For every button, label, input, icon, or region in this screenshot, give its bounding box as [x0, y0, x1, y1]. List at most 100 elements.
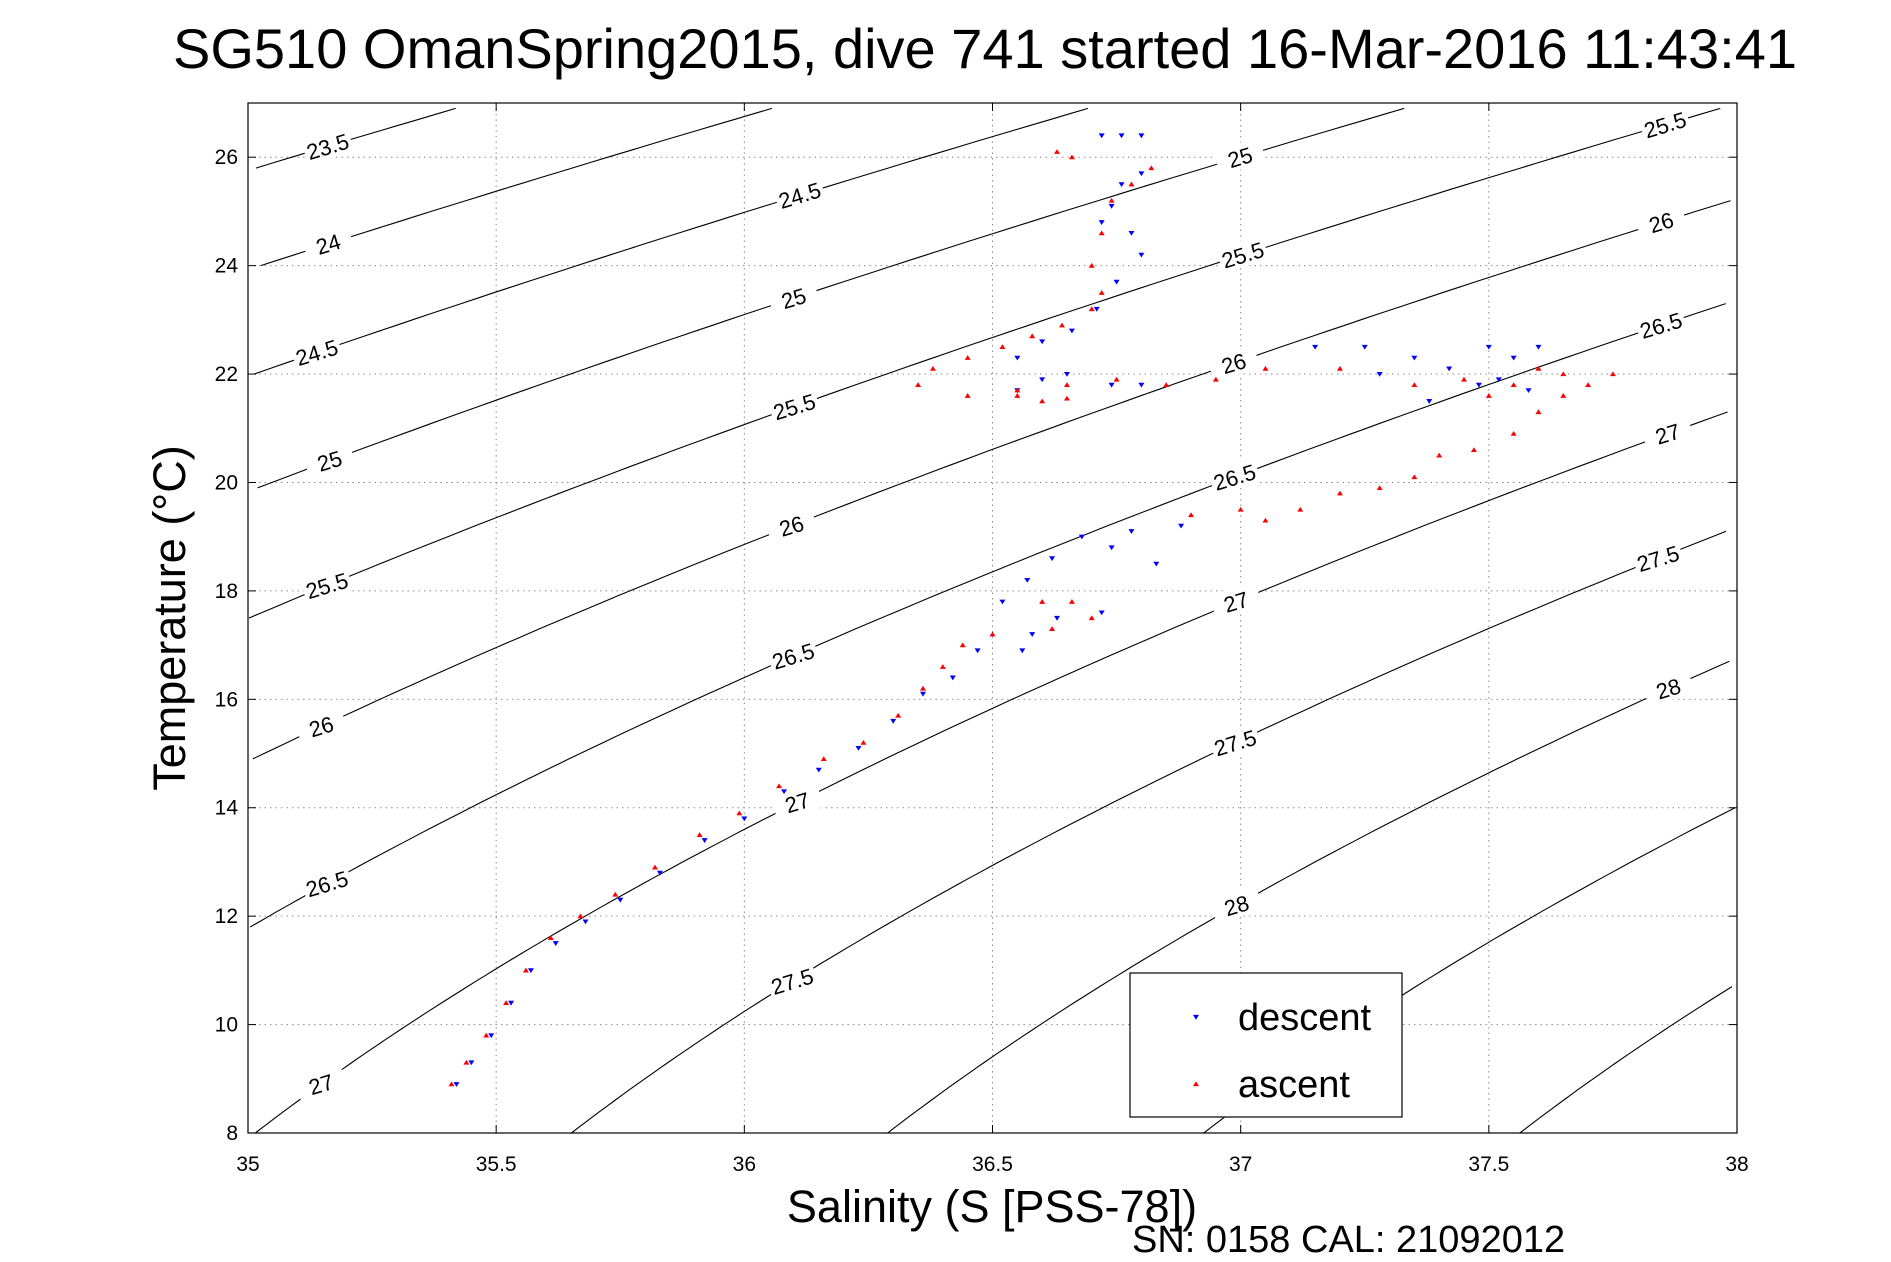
isopycnal-line — [253, 107, 1089, 375]
y-tick-label: 12 — [215, 905, 238, 928]
descent-point — [508, 1000, 515, 1006]
contour-label-backdrop — [1207, 456, 1261, 496]
isopycnal-line — [252, 200, 1731, 760]
descent-point — [1054, 615, 1061, 621]
descent-point — [1138, 171, 1145, 177]
ascent-point — [959, 642, 966, 648]
descent-point — [1118, 182, 1125, 188]
ascent-point — [1088, 262, 1095, 268]
ascent-point — [1212, 376, 1219, 382]
contour-label-backdrop — [300, 125, 355, 165]
ascent-point — [1014, 393, 1021, 398]
ascent-point — [1262, 365, 1269, 371]
ascent-point — [1535, 409, 1542, 415]
descent-point — [1510, 355, 1517, 361]
ascent-point — [1068, 154, 1075, 160]
x-tick-label: 35.5 — [476, 1153, 517, 1176]
descent-point — [1178, 523, 1185, 529]
descent-point — [920, 691, 927, 697]
contour-label-backdrop — [299, 565, 354, 604]
descent-point — [815, 767, 822, 773]
ascent-point — [696, 832, 703, 837]
descent-point — [1475, 382, 1482, 388]
descent-point — [1078, 534, 1085, 540]
ascent-point — [1063, 395, 1070, 401]
ascent-point — [577, 913, 584, 919]
descent-point — [656, 870, 663, 876]
grid-lines — [248, 103, 1737, 1133]
contour-label-backdrop — [1641, 668, 1695, 707]
ascent-point — [915, 382, 922, 387]
ascent-point — [1039, 599, 1046, 604]
ascent-point — [1510, 430, 1517, 436]
contour-label-backdrop — [766, 277, 821, 317]
descent-point — [1098, 220, 1105, 225]
ascent-point — [1188, 512, 1195, 518]
ascent-point — [820, 756, 827, 762]
ascent-point — [1336, 365, 1343, 371]
contour-label-backdrop — [1638, 104, 1692, 144]
descent-point — [582, 919, 589, 925]
descent-point — [1138, 252, 1145, 258]
ascent-point — [1098, 290, 1105, 295]
y-tick-label: 24 — [215, 255, 239, 278]
descent-point — [1138, 382, 1145, 388]
descent-point — [1376, 371, 1383, 377]
ascent-point — [1485, 393, 1492, 398]
legend-label-descent: descent — [1238, 997, 1372, 1039]
y-tick-label: 10 — [215, 1014, 238, 1037]
contour-label-backdrop — [1634, 201, 1688, 241]
y-tick-label: 8 — [226, 1122, 238, 1145]
descent-point — [1093, 306, 1100, 312]
ascent-point — [989, 631, 996, 637]
descent-point — [488, 1033, 495, 1039]
contour-label-backdrop — [767, 386, 821, 426]
legend-label-ascent: ascent — [1238, 1064, 1350, 1106]
ascent-point — [1411, 382, 1418, 387]
ascent-point — [939, 664, 946, 669]
x-axis-ticks: 35 35.5 36 36.5 37 37.5 38 — [236, 103, 1749, 1176]
descent-point — [1039, 339, 1046, 345]
descent-point — [741, 816, 748, 822]
contour-label-backdrop — [1213, 136, 1267, 176]
isopycnal-line — [248, 107, 1721, 619]
contour-label-backdrop — [299, 863, 354, 903]
legend: descent ascent — [1129, 972, 1403, 1118]
contour-label-backdrop — [1209, 884, 1263, 924]
y-tick-label: 16 — [215, 688, 238, 711]
ascent-point — [1039, 398, 1046, 404]
ascent-point — [448, 1081, 455, 1087]
y-tick-label: 20 — [215, 471, 238, 494]
contour-label-backdrop — [302, 440, 356, 480]
contour-label-backdrop — [289, 331, 344, 371]
descent-point — [453, 1082, 460, 1087]
descent-point — [468, 1060, 475, 1066]
ascent-point — [1560, 393, 1567, 398]
descent-point — [1098, 133, 1105, 139]
ascent-point — [547, 935, 554, 940]
descent-point — [1108, 203, 1115, 209]
x-axis-label: Salinity (S [PSS-78]) — [787, 1181, 1197, 1232]
ascent-point — [860, 739, 867, 745]
descent-point — [1049, 556, 1056, 562]
ascent-point — [1585, 382, 1592, 387]
descent-point — [701, 838, 708, 843]
isopycnal-line — [255, 107, 456, 169]
ascent-point — [920, 685, 927, 691]
contour-label-backdrop — [1633, 304, 1688, 344]
serial-calibration-footnote: SN: 0158 CAL: 21092012 — [1132, 1219, 1565, 1261]
x-tick-label: 36 — [733, 1153, 756, 1176]
contour-label-backdrop — [1630, 537, 1685, 577]
contour-label-backdrop — [770, 781, 824, 821]
ascent-point — [1609, 371, 1616, 377]
descent-point — [1495, 377, 1502, 383]
ascent-point — [1029, 333, 1036, 339]
descent-point — [1019, 648, 1026, 654]
y-tick-label: 18 — [215, 580, 238, 603]
ascent-point — [1068, 599, 1075, 604]
descent-point — [1128, 529, 1135, 534]
ascent-point — [483, 1032, 490, 1038]
ascent-point — [1113, 376, 1120, 382]
ascent-point — [1014, 387, 1021, 393]
